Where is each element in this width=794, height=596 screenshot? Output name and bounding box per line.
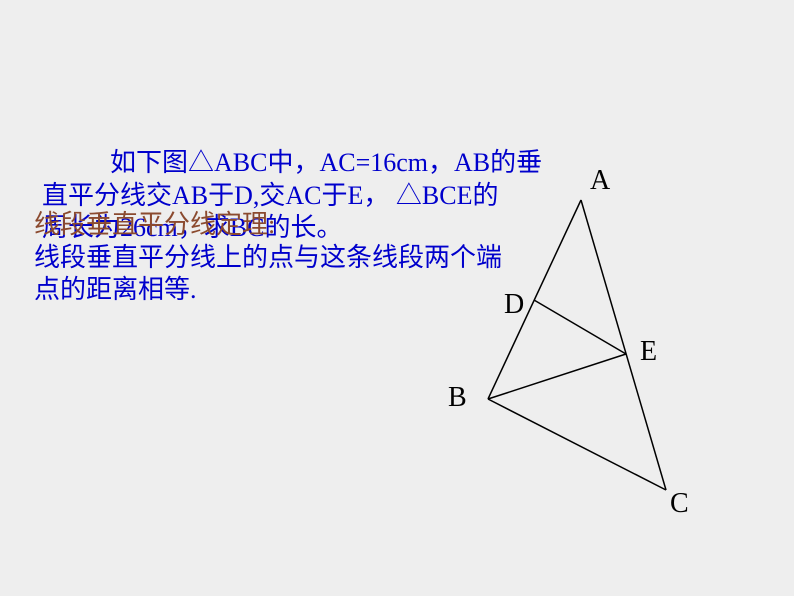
- label-A: A: [590, 165, 610, 197]
- edge-BE: [488, 354, 626, 399]
- label-D: D: [504, 289, 524, 321]
- label-E: E: [640, 336, 657, 368]
- label-B: B: [448, 382, 467, 414]
- label-C: C: [670, 488, 689, 520]
- edge-BC: [488, 399, 666, 490]
- slide-page: 如下图△ABC中，AC=16cm，AB的垂 直平分线交AB于D,交AC于E， △…: [0, 0, 794, 596]
